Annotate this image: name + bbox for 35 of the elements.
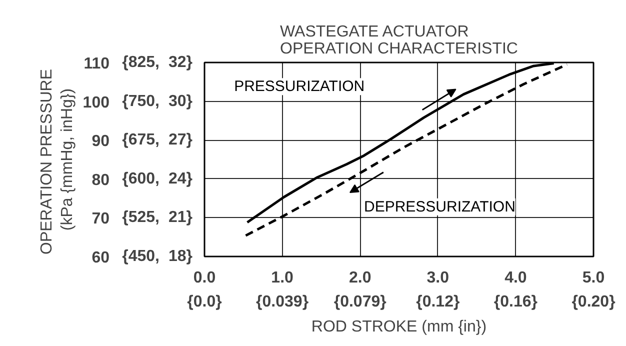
y-tick-label: 100: [82, 94, 110, 112]
y-tick-label: 110: [84, 56, 110, 72]
y2-tick-label: {525,: [122, 209, 160, 226]
y3-tick-label: 32}: [168, 54, 193, 71]
x-tick-label: 3.0: [426, 270, 450, 286]
y-tick-label: 60: [92, 250, 110, 266]
y2-tick-label: {600,: [122, 170, 160, 188]
x-tick-label: 1.0: [271, 270, 294, 286]
y2-tick-label: {825,: [122, 54, 160, 71]
y3-tick-label: 21}: [168, 209, 193, 226]
x2-tick-label: {0.079}: [334, 294, 386, 310]
x2-tick-label: {0.12}: [416, 294, 460, 310]
x2-tick-label: {0.039}: [256, 294, 309, 310]
chart-title: WASTEGATE ACTUATOR OPERATION CHARACTERISTIC: [280, 24, 518, 58]
x-tick-label: 4.0: [504, 270, 527, 286]
y-axis-title: OPERATION PRESSURE (kPa {mmHg, inHg}): [38, 68, 76, 254]
x-tick-label: 5.0: [582, 270, 605, 286]
y2-tick-label: {450,: [122, 248, 160, 265]
x-tick-label: 2.0: [348, 270, 372, 286]
y3-tick-label: 24}: [168, 170, 193, 188]
y3-tick-label: 30}: [168, 92, 193, 110]
y-tick-label: 90: [92, 133, 110, 150]
annotation: PRESSURIZATION: [234, 78, 365, 96]
x2-tick-label: {0.20}: [572, 294, 616, 310]
x2-tick-label: {0.16}: [494, 294, 538, 310]
y3-tick-label: 18}: [168, 248, 193, 265]
x-tick-label: 0.0: [193, 270, 216, 286]
y2-tick-label: {750,: [122, 92, 160, 110]
y2-tick-label: {675,: [122, 132, 160, 149]
x-axis-title: ROD STROKE (mm {in}): [311, 318, 487, 336]
x2-tick-label: {0.0}: [187, 294, 222, 310]
y-tick-label: 80: [92, 172, 110, 189]
y3-tick-label: 27}: [168, 132, 193, 149]
annotation: DEPRESSURIZATION: [364, 198, 516, 216]
y-tick-label: 70: [92, 210, 110, 228]
